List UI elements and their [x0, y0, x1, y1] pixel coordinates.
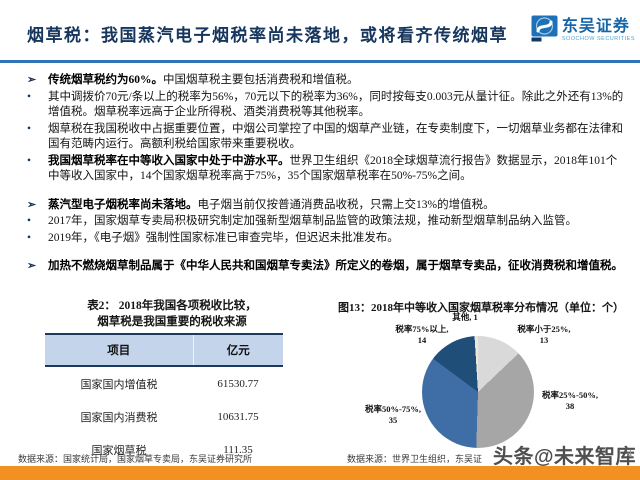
pie-label-below-25: 税率小于25%, 13 [517, 324, 571, 345]
bullet-traditional-tax: ➢ 传统烟草税约为60%。中国烟草税主要包括消费税和增值税。 [27, 73, 628, 89]
bullet-text: 加热不燃烧烟草制品属于《中华人民共和国烟草专卖法》所定义的卷烟，属于烟草专卖品，… [48, 260, 623, 272]
row-value: 10631.75 [217, 411, 259, 423]
soochow-logo: 东吴证券 SOOCHOW SECURITIES [531, 15, 635, 47]
table-header-row: 项目 亿元 [45, 333, 283, 367]
tax-rate-pie [422, 336, 534, 448]
arrow-bullet-icon: ➢ [27, 198, 37, 211]
page-title: 烟草税：我国蒸汽电子烟税率尚未落地，或将看齐传统烟草 [27, 26, 508, 45]
col-header-value: 亿元 [192, 333, 283, 367]
bullet-tax-importance: • 烟草税在我国税收中占据重要位置，中烟公司掌控了中国的烟草产业链，在专卖制度下… [27, 122, 628, 153]
bullet-text: 其中调拨价70元/条以上的税率为56%，70元以下的税率为36%，同时按每支0.… [48, 90, 624, 119]
bullet-ecig-tax: ➢ 蒸汽型电子烟税率尚未落地。电子烟当前仅按普通消费品收税，只需上交13%的增值… [27, 198, 628, 214]
pie-label-above-75: 税率75%以上, 14 [395, 324, 449, 345]
footer-orange-bar [0, 466, 640, 480]
pie-label-25-50: 税率25%-50%, 38 [542, 390, 598, 411]
logo-name-en: SOOCHOW SECURITIES [561, 36, 635, 43]
row-value: 111.35 [193, 433, 283, 468]
bullet-middle-income-rank: • 我国烟草税率在中等收入国家中处于中游水平。世界卫生组织《2018全球烟草流行… [27, 154, 628, 185]
bullet-text: 传统烟草税约为60%。中国烟草税主要包括消费税和增值税。 [48, 74, 359, 86]
dot-bullet-icon: • [27, 90, 32, 103]
logo-name-cn: 东吴证券 [561, 18, 630, 36]
chart-source: 数据来源：世界卫生组织，东吴证 [347, 454, 483, 464]
dot-bullet-icon: • [27, 122, 32, 135]
pie-label-other: 其他, 1 [452, 312, 478, 322]
bullet-text: 蒸汽型电子烟税率尚未落地。电子烟当前仅按普通消费品收税，只需上交13%的增值税。 [48, 198, 495, 211]
arrow-bullet-icon: ➢ [27, 260, 37, 272]
table-row: 国家国内消费税 10631.75 [45, 400, 283, 433]
table-row: 国家烟草税 111.35 [45, 433, 283, 468]
bullet-hnb-products: ➢ 加热不燃烧烟草制品属于《中华人民共和国烟草专卖法》所定义的卷烟，属于烟草专卖… [27, 259, 628, 275]
table-source: 数据来源：国家统计局，国家烟草专卖局，东吴证券研究所 [18, 454, 253, 464]
dot-bullet-icon: • [27, 231, 32, 244]
table-title-line1: 表2： 2018年我国各项税收比较， [87, 300, 257, 312]
page-number: 4 [627, 449, 632, 460]
soochow-logo-icon [531, 15, 558, 47]
pie-label-50-75: 税率50%-75%, 35 [365, 404, 421, 425]
tax-comparison-table: 项目 亿元 国家国内增值税 61530.77 国家国内消费税 10631.75 … [45, 333, 283, 468]
table-title-line2: 烟草税是我国重要的税收来源 [97, 316, 247, 328]
bullet-text: 烟草税在我国税收中占据重要位置，中烟公司掌控了中国的烟草产业链，在专卖制度下，一… [48, 122, 623, 151]
table-row: 国家国内增值税 61530.77 [45, 366, 283, 400]
bullet-tax-rates-detail: • 其中调拨价70元/条以上的税率为56%，70元以下的税率为36%，同时按每支… [27, 90, 628, 121]
row-item: 国家国内消费税 [80, 412, 158, 424]
row-value: 61530.77 [217, 378, 259, 390]
arrow-bullet-icon: ➢ [27, 74, 37, 86]
bullet-list: ➢ 传统烟草税约为60%。中国烟草税主要包括消费税和增值税。 • 其中调拨价70… [27, 73, 628, 276]
soochow-logo-text: 东吴证券 SOOCHOW SECURITIES [562, 19, 635, 43]
bullet-text: 2017年，国家烟草专卖局积极研究制定加强新型烟草制品监管的政策法规，推动新型烟… [48, 215, 577, 227]
bullet-2019-standard: • 2019年，《电子烟》强制性国家标准已审查完毕，但迟迟未批准发布。 [27, 231, 628, 247]
watermark: 头条@未来智库 [493, 446, 637, 468]
figure-title: 图13：2018年中等收入国家烟草税率分布情况（单位：个） [338, 302, 624, 314]
bullet-2017-policy: • 2017年，国家烟草专卖局积极研究制定加强新型烟草制品监管的政策法规，推动新… [27, 214, 628, 230]
table-title: 表2： 2018年我国各项税收比较， 烟草税是我国重要的税收来源 [22, 298, 322, 330]
row-item: 国家国内增值税 [80, 379, 158, 391]
col-header-item: 项目 [45, 333, 193, 367]
bullet-text: 2019年，《电子烟》强制性国家标准已审查完毕，但迟迟未批准发布。 [48, 231, 399, 244]
dot-bullet-icon: • [27, 154, 32, 167]
header-divider [0, 60, 640, 63]
dot-bullet-icon: • [27, 215, 32, 227]
bullet-text: 我国烟草税率在中等收入国家中处于中游水平。世界卫生组织《2018全球烟草流行报告… [48, 154, 618, 183]
